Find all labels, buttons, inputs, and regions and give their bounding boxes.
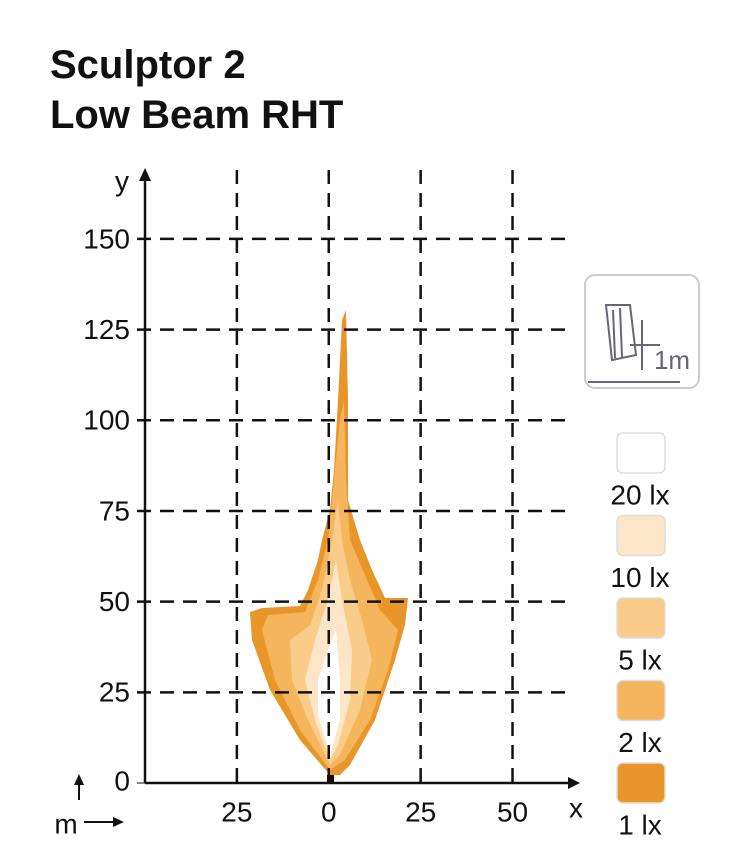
y-tick-label: 75	[99, 495, 130, 526]
y-tick-label: 150	[83, 223, 130, 254]
y-tick-label: 100	[83, 405, 130, 436]
y-tick-label: 125	[83, 314, 130, 345]
legend-swatch	[616, 679, 666, 722]
x-tick-label: 50	[497, 796, 528, 827]
legend-label: 5 lx	[618, 644, 662, 675]
x-tick-label: 25	[221, 796, 252, 827]
legend-swatch	[616, 762, 666, 804]
x-axis-label: x	[569, 792, 583, 823]
x-tick-label: 0	[321, 796, 337, 827]
y-tick-label: 25	[99, 677, 130, 708]
y-tick-label: 50	[99, 586, 130, 617]
legend-swatch	[616, 432, 666, 474]
icon-label: 1m	[654, 345, 690, 375]
unit-label: m	[54, 808, 77, 839]
chart-title: Low Beam RHT	[50, 93, 343, 137]
y-tick-label: 0	[114, 765, 130, 796]
legend-swatch	[616, 514, 666, 557]
legend: 20 lx 10 lx 5 lx 2 lx 1 lx	[610, 432, 670, 840]
icon: 1m	[584, 274, 700, 389]
x-tick-label: 25	[405, 796, 436, 827]
legend-label: 10 lx	[610, 562, 669, 593]
axes: y x m	[54, 165, 583, 839]
legend-label: 20 lx	[610, 479, 669, 510]
legend-label: 2 lx	[618, 727, 662, 758]
y-axis-label: y	[115, 165, 129, 196]
legend-swatch	[616, 597, 666, 639]
legend-label: 1 lx	[618, 809, 662, 840]
chart-title: Sculptor 2	[50, 43, 246, 87]
